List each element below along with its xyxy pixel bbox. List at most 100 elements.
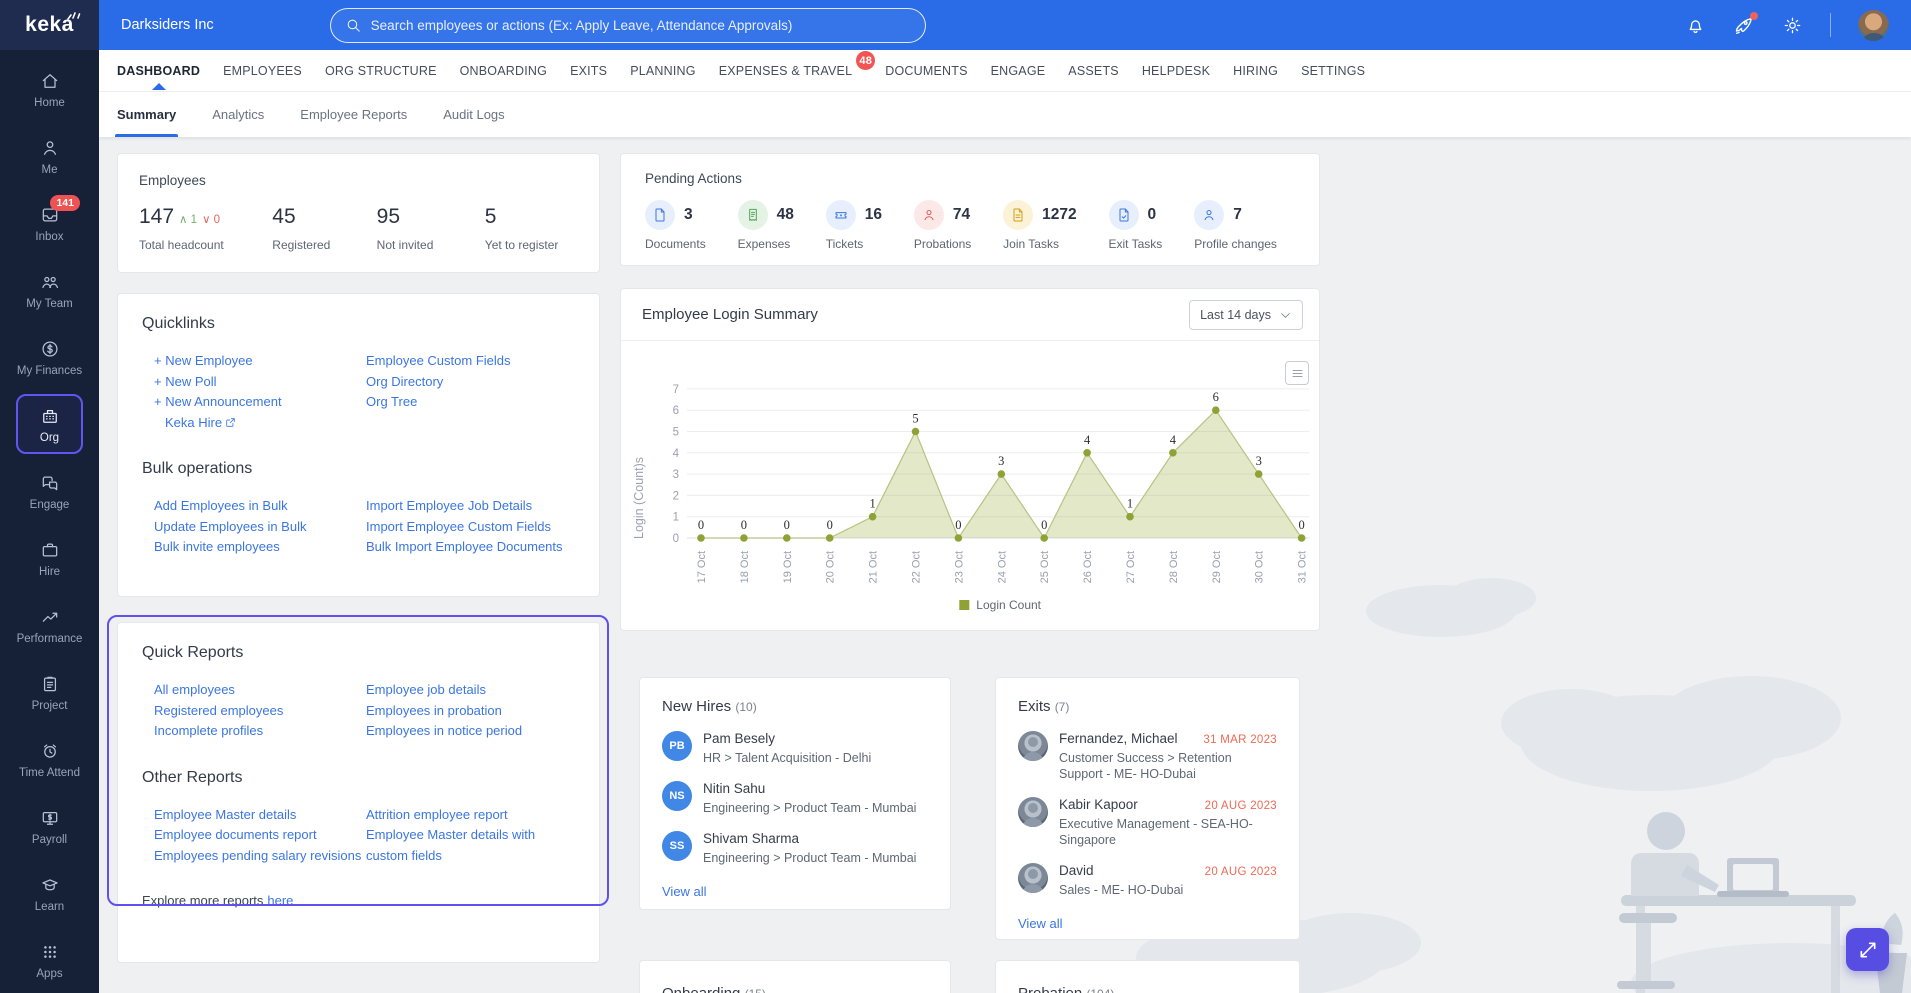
quick-report-all-employees[interactable]: All employees — [154, 682, 235, 697]
sidebar-item-hire[interactable]: Hire — [0, 525, 99, 592]
subtab-audit-logs[interactable]: Audit Logs — [443, 107, 505, 122]
quick-report-registered-employees[interactable]: Registered employees — [154, 702, 284, 718]
notifications-button[interactable] — [1685, 15, 1706, 36]
sidebar-item-apps[interactable]: Apps — [0, 927, 99, 993]
sidebar-item-home[interactable]: Home — [0, 56, 99, 123]
nav-tab-planning[interactable]: PLANNING — [630, 63, 696, 78]
subtab-employee-reports[interactable]: Employee Reports — [300, 107, 408, 122]
nav-tab-onboarding[interactable]: ONBOARDING — [459, 63, 548, 78]
probation-card: Probation (104) — [995, 960, 1300, 993]
file-icon — [655, 208, 665, 222]
topbar-divider — [1830, 13, 1831, 37]
subtab-summary[interactable]: Summary — [114, 92, 179, 137]
sidebar-item-me[interactable]: Me — [0, 123, 99, 190]
exit-row[interactable]: Fernandez, Michael 31 MAR 2023 Customer Su… — [1018, 731, 1277, 782]
floating-expand-button[interactable] — [1846, 928, 1889, 971]
sidebar-item-my-finances[interactable]: My Finances — [0, 324, 99, 391]
bulk-op-import-employee-custom-fields[interactable]: Import Employee Custom Fields — [366, 518, 551, 534]
whats-new-button[interactable] — [1733, 12, 1758, 36]
other-report-employee-documents-report[interactable]: Employee documents report — [154, 827, 317, 842]
nav-tab-dashboard[interactable]: DASHBOARD — [117, 50, 200, 91]
pending-action-documents[interactable]: 3 Documents — [645, 200, 706, 251]
quick-report-employees-in-probation[interactable]: Employees in probation — [366, 702, 502, 718]
sidebar-item-inbox[interactable]: 141 Inbox — [0, 190, 99, 257]
quick-report-incomplete-profiles[interactable]: Incomplete profiles — [154, 723, 264, 738]
search-input[interactable] — [370, 17, 911, 33]
bulk-op-add-employees-in-bulk[interactable]: Add Employees in Bulk — [154, 498, 288, 513]
sidebar: Home Me 141 Inbox My Team My Finances Org Engag… — [0, 50, 99, 993]
quicklink-new-poll[interactable]: + New Poll — [154, 373, 217, 389]
new-hire-row[interactable]: NS Nitin Sahu Engineering > Product Team -… — [662, 781, 928, 816]
sidebar-item-project[interactable]: Project — [0, 659, 99, 726]
nav-tab-exits[interactable]: EXITS — [570, 63, 608, 78]
sidebar-item-performance[interactable]: Performance — [0, 592, 99, 659]
global-settings-button[interactable] — [1782, 15, 1803, 36]
quicklink-new-employee[interactable]: + New Employee — [154, 353, 253, 368]
new-hire-row[interactable]: SS Shivam Sharma Engineering > Product Tea… — [662, 831, 928, 866]
chart-menu-button[interactable] — [1285, 361, 1309, 385]
stat-value: 95 — [376, 205, 401, 228]
employee-detail: Engineering > Product Team - Mumbai — [703, 801, 917, 815]
pending-count: 0 — [1147, 206, 1157, 223]
quicklink-org-directory[interactable]: Org Directory — [366, 373, 444, 389]
nav-tab-employees[interactable]: EMPLOYEES — [223, 63, 302, 78]
search-icon — [347, 19, 360, 32]
exit-row[interactable]: Kabir Kapoor 20 AUG 2023 Executive Managem… — [1018, 797, 1277, 848]
sidebar-item-time-attend[interactable]: Time Attend — [0, 726, 99, 793]
bulk-op-update-employees-in-bulk[interactable]: Update Employees in Bulk — [154, 518, 307, 534]
nav-tab-settings[interactable]: SETTINGS — [1301, 63, 1366, 78]
nav-tab-expenses-travel[interactable]: EXPENSES & TRAVEL 48 — [719, 50, 876, 91]
learn-icon — [41, 878, 58, 890]
sidebar-item-org[interactable]: Org — [0, 391, 99, 458]
exits-view-all-link[interactable]: View all — [1018, 916, 1063, 931]
quicklink-new-announcement[interactable]: + New Announcement — [154, 394, 282, 409]
sidebar-item-learn[interactable]: Learn — [0, 860, 99, 927]
other-report-employee-master-details[interactable]: Employee Master details — [154, 806, 297, 822]
bulk-op-import-employee-job-details[interactable]: Import Employee Job Details — [366, 498, 533, 513]
sidebar-item-label: Learn — [34, 900, 65, 913]
quick-report-employees-in-notice-period[interactable]: Employees in notice period — [366, 723, 523, 738]
bulk-op-bulk-import-employee-documents[interactable]: Bulk Import Employee Documents — [366, 539, 563, 554]
nav-tab-hiring[interactable]: HIRING — [1233, 63, 1279, 78]
keka-logo[interactable]: keka — [0, 0, 99, 50]
other-report-employee-master-details-with-custom-fields[interactable]: Employee Master details with custom fiel… — [366, 827, 536, 863]
explore-here-link[interactable]: here — [267, 893, 294, 908]
sidebar-item-my-team[interactable]: My Team — [0, 257, 99, 324]
other-report-employees-pending-salary-revisions[interactable]: Employees pending salary revisions — [154, 847, 362, 863]
exit-row[interactable]: David 20 AUG 2023 Sales - ME- HO-Dubai — [1018, 863, 1277, 898]
pending-action-join-tasks[interactable]: 1272 Join Tasks — [1003, 200, 1077, 251]
date-range-dropdown[interactable]: Last 14 days — [1189, 300, 1303, 330]
pending-action-profile-changes[interactable]: 7 Profile changes — [1194, 200, 1277, 251]
new-hire-row[interactable]: PB Pam Besely HR > Talent Acquisition - De… — [662, 731, 928, 766]
other-report-attrition-employee-report[interactable]: Attrition employee report — [366, 806, 508, 822]
svg-text:Login (Count)s: Login (Count)s — [632, 457, 646, 539]
sidebar-item-engage[interactable]: Engage — [0, 458, 99, 525]
nav-tab-engage[interactable]: ENGAGE — [990, 63, 1046, 78]
subtab-analytics[interactable]: Analytics — [212, 107, 265, 122]
pending-action-expenses[interactable]: 48 Expenses — [737, 200, 794, 251]
nav-tab-documents[interactable]: DOCUMENTS — [885, 63, 968, 78]
quicklink-employee-custom-fields[interactable]: Employee Custom Fields — [366, 353, 511, 368]
login-summary-chart: 0 1 2 3 4 5 6 7 Login (Count)s 0 17 Oct 0 18 Oct 0 19 … — [632, 384, 1310, 612]
quick-report-employee-job-details[interactable]: Employee job details — [366, 682, 486, 697]
pending-action-exit-tasks[interactable]: 0 Exit Tasks — [1108, 200, 1162, 251]
pending-action-probations[interactable]: 74 Probations — [913, 200, 971, 251]
other-reports-columns: Employee Master details Employee document… — [142, 805, 575, 867]
new-hires-view-all-link[interactable]: View all — [662, 884, 707, 899]
svg-text:0: 0 — [1041, 518, 1047, 532]
user-icon — [43, 140, 56, 155]
nav-tab-helpdesk[interactable]: HELPDESK — [1141, 63, 1211, 78]
nav-tab-assets[interactable]: ASSETS — [1068, 63, 1119, 78]
user-avatar[interactable] — [1858, 9, 1889, 41]
quicklink-keka-hire[interactable]: Keka Hire — [154, 413, 366, 434]
headcount-increase: ∧ 1 — [179, 214, 198, 226]
bulk-op-bulk-invite-employees[interactable]: Bulk invite employees — [154, 539, 280, 554]
nav-tab-org-structure[interactable]: ORG STRUCTURE — [324, 63, 437, 78]
employee-photo-avatar — [1018, 863, 1048, 893]
quicklink-org-tree[interactable]: Org Tree — [366, 394, 418, 409]
sidebar-item-label: Performance — [16, 632, 83, 645]
pending-action-tickets[interactable]: 16 Tickets — [825, 200, 882, 251]
svg-text:0: 0 — [741, 518, 747, 532]
global-search[interactable] — [329, 7, 926, 43]
sidebar-item-payroll[interactable]: Payroll — [0, 793, 99, 860]
